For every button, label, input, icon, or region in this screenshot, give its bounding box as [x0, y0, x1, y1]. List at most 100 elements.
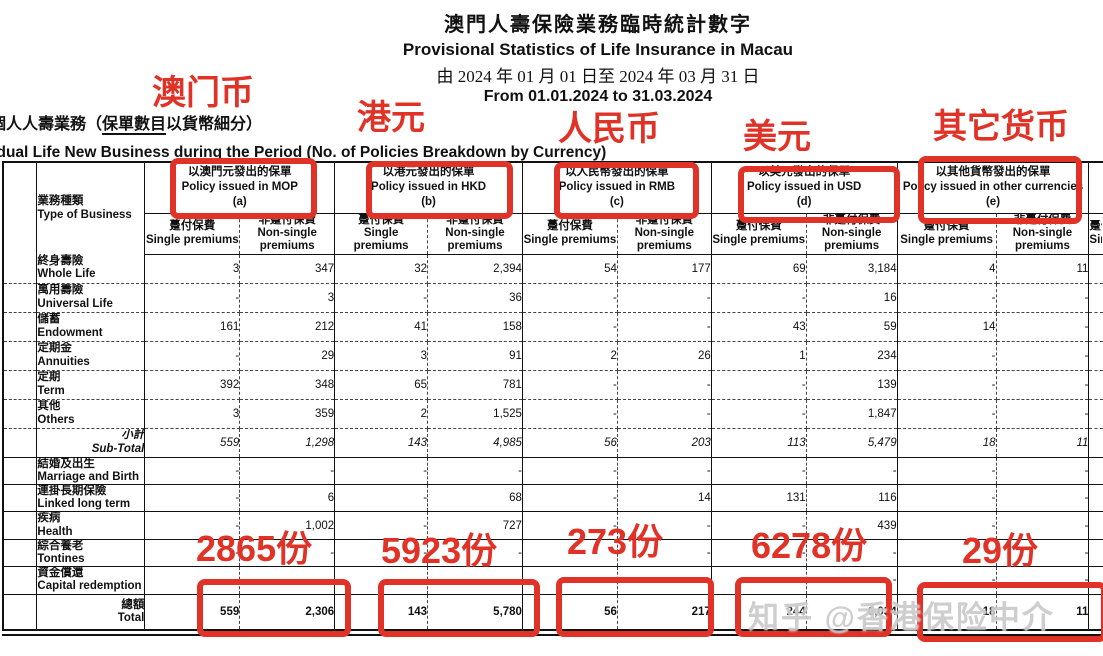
- value-cell: 559: [144, 594, 241, 631]
- row-label-annuities: 定期金 Annuities: [36, 341, 146, 371]
- value-cell: -: [711, 399, 807, 429]
- value-cell: -: [617, 511, 712, 540]
- value-cell: -: [996, 341, 1090, 371]
- value-cell: -: [711, 511, 807, 540]
- value-cell: 161: [144, 312, 241, 342]
- row-label-universal-life: 萬用壽險 Universal Life: [36, 283, 146, 313]
- left-margin-cell: [3, 370, 38, 400]
- value-cell: 439: [806, 511, 898, 540]
- cutoff-value-cell: [1088, 283, 1103, 313]
- report-title-en: Provisional Statistics of Life Insurance…: [402, 40, 794, 59]
- value-cell: 14: [617, 484, 712, 513]
- left-margin-cell: [3, 312, 38, 342]
- value-cell: -: [427, 457, 523, 485]
- value-cell: -: [996, 457, 1090, 485]
- subtitle-zh-post: 以貨幣細分）: [166, 116, 263, 133]
- table-row-term: 定期 Term 392 348 65 781- - -139- -: [3, 370, 1103, 400]
- highlight-box-rmb-header: [554, 162, 699, 219]
- value-cell: 36: [427, 283, 523, 313]
- annotation-count-other: 29份: [962, 530, 1039, 571]
- currency-header-other: 以其他貨幣發出的保單 Policy issued in other currenc…: [897, 162, 1090, 214]
- value-cell: -: [897, 457, 997, 485]
- annotation-currency-hkd: 港元: [357, 99, 425, 137]
- subtitle-en-pre: Individual Life New Business during the …: [0, 144, 312, 161]
- row-label-endowment: 儲蓄 Endowment: [36, 312, 146, 342]
- value-cell: 158: [427, 312, 523, 342]
- value-cell: 6: [239, 484, 336, 513]
- value-cell: -: [996, 484, 1090, 513]
- value-cell: 16: [806, 283, 898, 313]
- value-cell: 4: [897, 254, 997, 284]
- value-cell: -: [711, 283, 807, 313]
- single-premiums-header-rmb: 躉付保費 Single premiums: [522, 213, 618, 255]
- value-cell: 56: [522, 428, 618, 458]
- value-cell: 1,002: [239, 511, 336, 540]
- value-cell: 91: [427, 341, 523, 371]
- type-of-business-header: 業務種類 Type of Business: [36, 162, 146, 254]
- subtitle-zh-pre: 個人人壽業務（: [0, 116, 103, 133]
- value-cell: 392: [144, 370, 241, 400]
- value-cell: 203: [617, 428, 712, 458]
- value-cell: -: [897, 283, 997, 313]
- value-cell: 3,184: [806, 254, 898, 284]
- value-cell: 26: [617, 341, 712, 371]
- value-cell: -: [711, 370, 807, 400]
- value-cell: 59: [806, 312, 898, 342]
- value-cell: -: [996, 399, 1090, 429]
- section-subtitle-en: Individual Life New Business during the …: [0, 144, 606, 163]
- value-cell: -: [617, 312, 712, 342]
- value-cell: -: [144, 484, 241, 513]
- value-cell: 5,479: [806, 428, 898, 458]
- single-premiums-header-mop: 躉付保費 Single premiums: [144, 213, 241, 255]
- value-cell: -: [897, 341, 997, 371]
- value-cell: 3: [144, 254, 241, 284]
- table-row-endowment: 儲蓄 Endowment 161 212 41 158- -43 59 14-: [3, 312, 1103, 342]
- highlight-box-rmb-total: [556, 577, 714, 637]
- left-margin-cell: [3, 341, 38, 371]
- cutoff-value-cell: [1088, 254, 1103, 284]
- highlight-box-hkd-total: [378, 579, 540, 637]
- value-cell: -: [144, 511, 241, 540]
- highlight-box-other-total: [917, 582, 1103, 642]
- nonsingle-premiums-header-hkd: 非躉付保費 Non-single premiums: [427, 213, 523, 255]
- left-margin-cell: [3, 428, 38, 458]
- currency-header-mop: 以澳門元發出的保單 Policy issued in MOP (a): [144, 162, 336, 214]
- subtitle-zh-underlined: 保單數目: [102, 116, 167, 135]
- table-bottom-double-rule: [2, 634, 1103, 636]
- cutoff-value-cell: [1088, 312, 1103, 342]
- value-cell: 116: [806, 484, 898, 513]
- value-cell: -: [711, 457, 807, 485]
- value-cell: 54: [522, 254, 618, 284]
- value-cell: 65: [334, 370, 429, 400]
- value-cell: 559: [144, 428, 241, 458]
- value-cell: 3: [239, 283, 336, 313]
- value-cell: -: [334, 539, 429, 568]
- value-cell: 6,034: [806, 594, 898, 631]
- row-label-others: 其他 Others: [36, 399, 146, 429]
- table-row-annuities: 定期金 Annuities -29 3 91 2 26 1 234- -: [3, 341, 1103, 371]
- value-cell: 32: [334, 254, 429, 284]
- table-row-linked-long-term: 連掛長期保險 Linked long term -6-68-14 131 116- -: [3, 484, 1103, 513]
- value-cell: -: [522, 399, 618, 429]
- annotation-currency-usd: 美元: [743, 118, 811, 156]
- value-cell: 2: [522, 341, 618, 371]
- annotation-count-rmb: 273份: [567, 521, 664, 562]
- row-label-total: 總額 Total: [36, 594, 146, 631]
- value-cell: -: [522, 312, 618, 342]
- value-cell: -: [897, 566, 997, 595]
- value-cell: -: [144, 341, 241, 371]
- value-cell: 1,525: [427, 399, 523, 429]
- highlight-box-usd-total: [735, 577, 892, 637]
- value-cell: -: [144, 283, 241, 313]
- row-label-whole-life: 終身壽險 Whole Life: [36, 254, 146, 284]
- row-label-linked-long-term: 連掛長期保險 Linked long term: [36, 484, 146, 513]
- value-cell: -: [144, 457, 241, 485]
- value-cell: 781: [427, 370, 523, 400]
- highlight-box-usd-header: [738, 166, 900, 223]
- value-cell: 139: [806, 370, 898, 400]
- value-cell: 217: [617, 594, 712, 631]
- left-margin-cell: [3, 511, 38, 540]
- left-margin-cell: [3, 566, 38, 595]
- cutoff-value-cell: [1088, 539, 1103, 568]
- value-cell: -: [617, 399, 712, 429]
